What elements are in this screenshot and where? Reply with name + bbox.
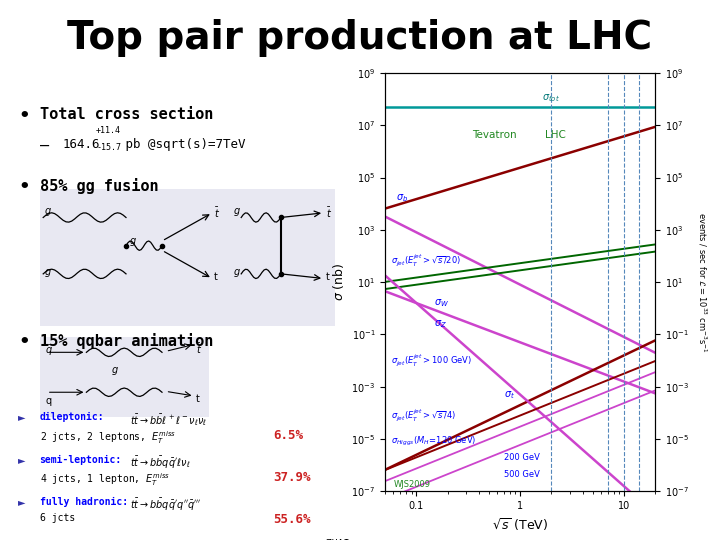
Text: $\sigma_{jet}(E_T^{jet} > \sqrt{s}/20)$: $\sigma_{jet}(E_T^{jet} > \sqrt{s}/20)$ bbox=[391, 252, 461, 268]
Text: 164.6: 164.6 bbox=[63, 138, 101, 151]
Text: 6 jcts: 6 jcts bbox=[40, 514, 75, 523]
Text: g: g bbox=[45, 267, 51, 277]
Text: $\sigma_b$: $\sigma_b$ bbox=[396, 193, 408, 204]
Text: t: t bbox=[214, 272, 218, 281]
Text: $\bar{q}$: $\bar{q}$ bbox=[45, 345, 53, 359]
FancyBboxPatch shape bbox=[40, 338, 209, 417]
Text: $\bar{t}$: $\bar{t}$ bbox=[214, 206, 220, 220]
Text: •: • bbox=[18, 178, 30, 195]
Text: fully hadronic:: fully hadronic: bbox=[40, 497, 127, 507]
Text: LHC: LHC bbox=[544, 130, 565, 140]
Text: -15.7: -15.7 bbox=[96, 143, 121, 152]
Text: q: q bbox=[45, 396, 51, 406]
Text: $t\bar{t} \rightarrow b\bar{b}q\bar{q}'q''\bar{q}'''$: $t\bar{t} \rightarrow b\bar{b}q\bar{q}'q… bbox=[130, 497, 201, 513]
Text: 55.6%: 55.6% bbox=[274, 514, 311, 526]
Text: ►: ► bbox=[18, 455, 25, 465]
Text: $\sigma_W$: $\sigma_W$ bbox=[434, 297, 449, 309]
Text: Top pair production at LHC: Top pair production at LHC bbox=[68, 19, 652, 57]
Text: $\sigma_{Higgs}(M_H\!=\!120$ GeV$)$: $\sigma_{Higgs}(M_H\!=\!120$ GeV$)$ bbox=[391, 435, 476, 448]
Text: $\bar{t}$: $\bar{t}$ bbox=[196, 342, 202, 356]
Text: g: g bbox=[234, 206, 240, 216]
Y-axis label: $\sigma$ (nb): $\sigma$ (nb) bbox=[331, 263, 346, 301]
Text: $\sigma_t$: $\sigma_t$ bbox=[504, 389, 515, 401]
Text: semi-leptonic:: semi-leptonic: bbox=[40, 455, 122, 465]
Text: $\sigma_{jet}(E_T^{jet} > 100$ GeV$)$: $\sigma_{jet}(E_T^{jet} > 100$ GeV$)$ bbox=[391, 353, 472, 368]
Text: 2 jcts, 2 leptons, $E_T^{miss}$: 2 jcts, 2 leptons, $E_T^{miss}$ bbox=[40, 429, 176, 446]
Text: 37.9%: 37.9% bbox=[274, 471, 311, 484]
Text: t: t bbox=[325, 272, 330, 281]
Text: $t\bar{t} \rightarrow b\bar{b}\ell^+\ell^-\nu_\ell\nu_\ell$: $t\bar{t} \rightarrow b\bar{b}\ell^+\ell… bbox=[130, 413, 207, 428]
Text: +11.4: +11.4 bbox=[96, 126, 121, 135]
Text: g: g bbox=[45, 206, 51, 216]
Text: $\sigma_{jet}(E_T^{jet} > \sqrt{s}/4)$: $\sigma_{jet}(E_T^{jet} > \sqrt{s}/4)$ bbox=[391, 407, 456, 423]
Text: ›ZHAI: ›ZHAI bbox=[320, 539, 350, 540]
FancyBboxPatch shape bbox=[40, 190, 335, 326]
Text: •: • bbox=[18, 333, 30, 350]
Text: 85% gg fusion: 85% gg fusion bbox=[40, 178, 158, 193]
Text: $\sigma_{tot}$: $\sigma_{tot}$ bbox=[542, 92, 559, 104]
Text: WJS2009: WJS2009 bbox=[393, 480, 431, 489]
Text: ►: ► bbox=[18, 413, 25, 422]
Text: 6.5%: 6.5% bbox=[274, 429, 304, 442]
Text: 200 GeV: 200 GeV bbox=[504, 453, 540, 462]
Text: t: t bbox=[196, 394, 200, 404]
Text: ►: ► bbox=[18, 497, 25, 507]
Text: •: • bbox=[18, 107, 30, 125]
Text: 4 jcts, 1 lepton, $E_T^{miss}$: 4 jcts, 1 lepton, $E_T^{miss}$ bbox=[40, 471, 170, 488]
X-axis label: $\sqrt{s}$ (TeV): $\sqrt{s}$ (TeV) bbox=[492, 517, 548, 534]
Text: 15% qqbar animation: 15% qqbar animation bbox=[40, 333, 213, 349]
Text: Total cross section: Total cross section bbox=[40, 107, 213, 122]
Text: $t\bar{t} \rightarrow b\bar{b}q\bar{q}'\ell\nu_\ell$: $t\bar{t} \rightarrow b\bar{b}q\bar{q}'\… bbox=[130, 455, 190, 471]
Text: g: g bbox=[112, 366, 118, 375]
Text: g: g bbox=[234, 267, 240, 277]
Text: $\bar{t}$: $\bar{t}$ bbox=[325, 206, 332, 220]
Text: g: g bbox=[130, 237, 136, 246]
Text: 500 GeV: 500 GeV bbox=[504, 470, 540, 479]
Text: Tevatron: Tevatron bbox=[472, 130, 516, 140]
Text: $\sigma_Z$: $\sigma_Z$ bbox=[434, 318, 446, 330]
Text: dileptonic:: dileptonic: bbox=[40, 413, 104, 422]
Text: –: – bbox=[40, 138, 49, 153]
Y-axis label: events / sec for $\mathcal{L} = 10^{33}$ cm$^{-3}$s$^{-1}$: events / sec for $\mathcal{L} = 10^{33}$… bbox=[696, 212, 708, 353]
Text: pb @sqrt(s)=7TeV: pb @sqrt(s)=7TeV bbox=[118, 138, 246, 151]
